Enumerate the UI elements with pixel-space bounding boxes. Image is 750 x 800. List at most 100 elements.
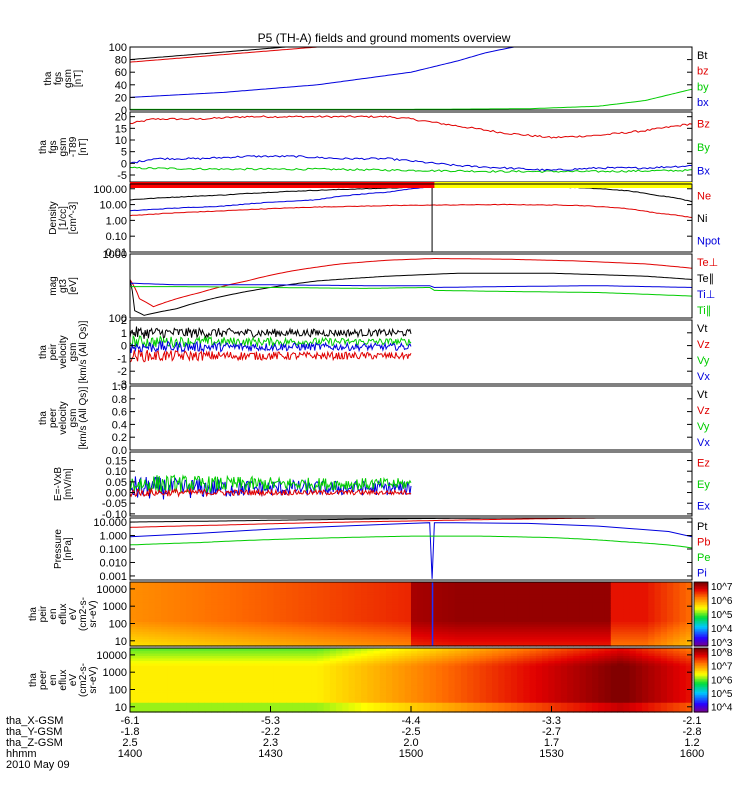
- heatmap-cell: [329, 699, 337, 703]
- heatmap-cell: [473, 687, 481, 691]
- heatmap-cell: [217, 601, 225, 605]
- heatmap-cell: [292, 665, 300, 669]
- heatmap-cell: [492, 643, 500, 647]
- heatmap-cell: [548, 650, 556, 654]
- heatmap-cell: [554, 584, 562, 588]
- heatmap-cell: [148, 636, 156, 640]
- heatmap-cell: [279, 682, 287, 686]
- heatmap-cell: [298, 604, 306, 608]
- heatmap-cell: [136, 687, 144, 691]
- heatmap-cell: [648, 692, 656, 696]
- heatmap-cell: [635, 604, 643, 608]
- heatmap-cell: [423, 626, 431, 630]
- heatmap-cell: [179, 694, 187, 698]
- heatmap-cell: [342, 614, 350, 618]
- heatmap-cell: [267, 667, 275, 671]
- heatmap-cell: [423, 699, 431, 703]
- heatmap-cell: [336, 694, 343, 698]
- heatmap-cell: [398, 611, 406, 615]
- y-axis-label: fgs: [53, 72, 64, 85]
- heatmap-cell: [604, 628, 612, 632]
- heatmap-cell: [654, 650, 662, 654]
- heatmap-cell: [323, 662, 331, 666]
- heatmap-cell: [254, 675, 262, 679]
- heatmap-cell: [204, 687, 212, 691]
- heatmap-cell: [154, 611, 162, 615]
- heatmap-cell: [154, 633, 162, 637]
- heatmap-cell: [417, 697, 425, 701]
- heatmap-cell: [560, 680, 568, 684]
- heatmap-cell: [442, 648, 450, 652]
- heatmap-cell: [454, 623, 462, 627]
- heatmap-cell: [673, 652, 681, 656]
- heatmap-cell: [423, 655, 431, 659]
- series-vy-line: [130, 334, 412, 349]
- heatmap-cell: [460, 687, 468, 691]
- colorbar-cell: [694, 598, 708, 601]
- heatmap-cell: [485, 682, 493, 686]
- heatmap-cell: [248, 707, 256, 711]
- heatmap-cell: [542, 628, 549, 632]
- heatmap-cell: [510, 594, 518, 598]
- heatmap-cell: [598, 648, 606, 652]
- heatmap-cell: [342, 589, 350, 593]
- heatmap-cell: [317, 606, 325, 610]
- heatmap-cell: [167, 697, 175, 701]
- heatmap-cell: [435, 609, 443, 613]
- heatmap-cell: [517, 643, 524, 647]
- heatmap-cell: [354, 660, 362, 664]
- heatmap-cell: [386, 643, 393, 647]
- heatmap-cell: [311, 616, 318, 620]
- heatmap-cell: [629, 641, 637, 645]
- heatmap-cell: [467, 672, 475, 676]
- heatmap-cell: [286, 665, 293, 669]
- heatmap-cell: [342, 655, 350, 659]
- series-bx-line: [130, 155, 692, 172]
- y-tick-label: 0: [121, 341, 127, 353]
- heatmap-cell: [648, 665, 656, 669]
- heatmap-cell: [523, 638, 531, 642]
- heatmap-cell: [286, 618, 293, 622]
- heatmap-cell: [435, 689, 443, 693]
- heatmap-cell: [567, 707, 574, 711]
- heatmap-cell: [292, 611, 300, 615]
- heatmap-cell: [204, 697, 212, 701]
- heatmap-cell: [629, 584, 637, 588]
- heatmap-cell: [485, 611, 493, 615]
- heatmap-cell: [560, 628, 568, 632]
- heatmap-cell: [523, 591, 531, 595]
- heatmap-cell: [423, 621, 431, 625]
- heatmap-cell: [317, 631, 325, 635]
- heatmap-cell: [623, 702, 631, 706]
- heatmap-cell: [373, 677, 381, 681]
- heatmap-cell: [604, 609, 612, 613]
- heatmap-cell: [685, 606, 693, 610]
- heatmap-cell: [679, 594, 687, 598]
- heatmap-cell: [667, 709, 674, 713]
- heatmap-cell: [130, 596, 137, 600]
- heatmap-cell: [635, 677, 643, 681]
- y-axis-label: [cm^-3]: [68, 202, 79, 235]
- heatmap-cell: [523, 704, 531, 708]
- heatmap-cell: [473, 636, 481, 640]
- heatmap-cell: [292, 692, 300, 696]
- series-group: [130, 518, 692, 579]
- heatmap-cell: [460, 594, 468, 598]
- heatmap-cell: [498, 628, 506, 632]
- heatmap-cell: [142, 694, 150, 698]
- heatmap-cell: [367, 677, 375, 681]
- heatmap-cell: [267, 633, 275, 637]
- heatmap-cell: [454, 684, 462, 688]
- heatmap-cell: [273, 694, 281, 698]
- heatmap-cell: [236, 584, 243, 588]
- heatmap-cell: [286, 641, 293, 645]
- heatmap-cell: [192, 641, 200, 645]
- heatmap-cell: [404, 606, 412, 610]
- heatmap-cell: [136, 675, 144, 679]
- heatmap-cell: [504, 660, 512, 664]
- heatmap-cell: [485, 638, 493, 642]
- heatmap-cell: [654, 643, 662, 647]
- y-axis-label: [nPa]: [63, 537, 74, 561]
- heatmap-cell: [130, 648, 137, 652]
- heatmap-cell: [248, 704, 256, 708]
